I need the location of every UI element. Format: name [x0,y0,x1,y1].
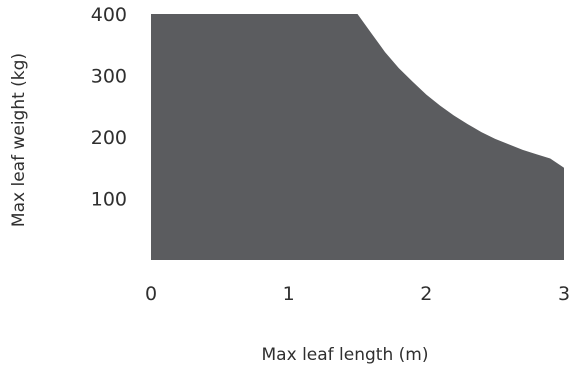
y-tick-label: 400 [91,4,127,26]
y-axis-label: Max leaf weight (kg) [9,53,29,227]
x-tick-label: 1 [283,283,295,305]
x-tick-label: 0 [145,283,157,305]
x-tick-label: 2 [420,283,432,305]
x-tick-labels: 0 1 2 3 [145,283,570,305]
y-tick-label: 200 [91,127,127,149]
y-tick-label: 300 [91,66,127,88]
x-axis-label: Max leaf length (m) [262,345,429,365]
plot-area [151,14,564,260]
y-tick-labels: 100 200 300 400 [91,4,127,211]
area-fill [151,14,564,260]
y-tick-label: 100 [91,189,127,211]
x-tick-label: 3 [558,283,570,305]
